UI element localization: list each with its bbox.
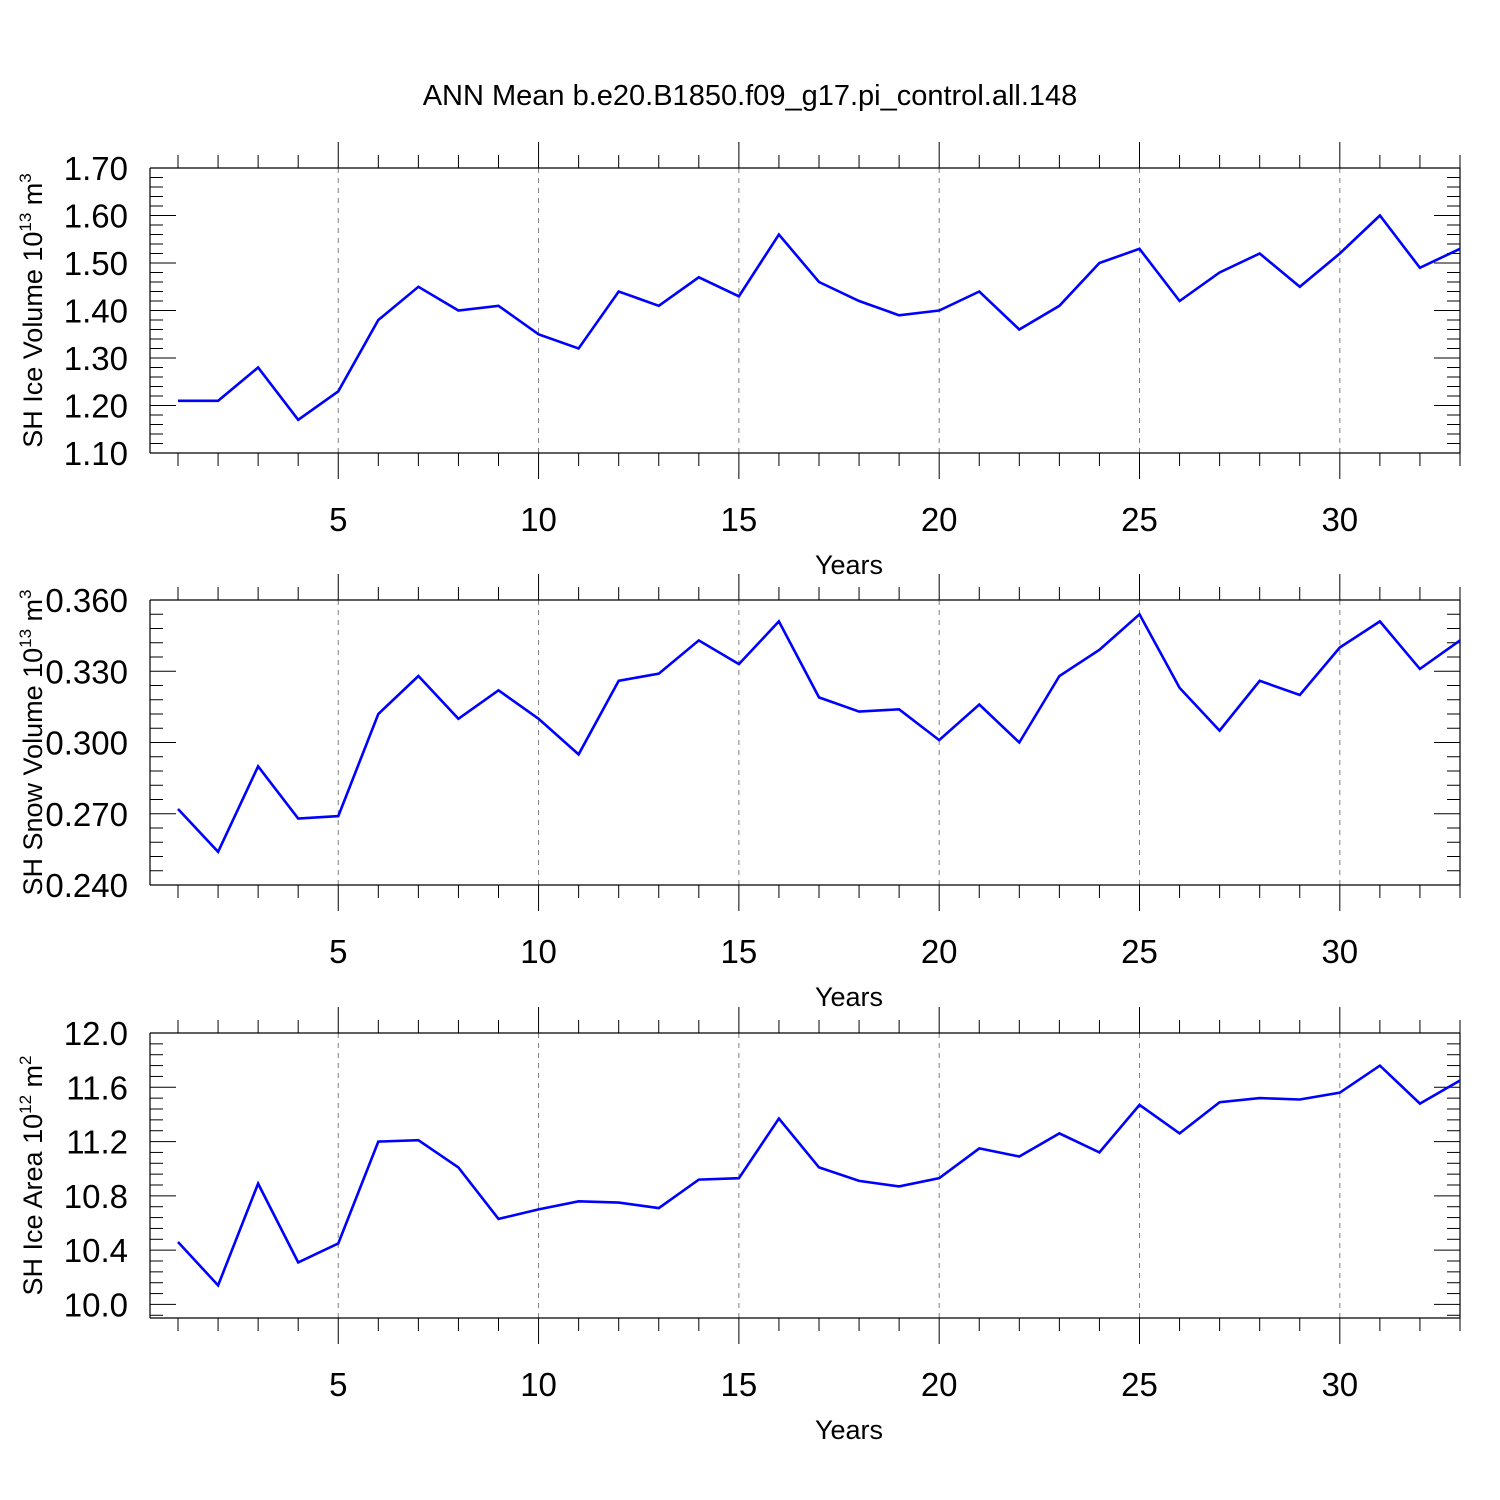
y-tick-label: 1.20 — [64, 388, 128, 425]
y-tick-label: 1.30 — [64, 340, 128, 377]
y-axis-title: SH Ice Area 1012 m2 — [16, 1056, 48, 1296]
x-tick-label: 5 — [329, 1366, 347, 1403]
y-tick-label: 1.70 — [64, 150, 128, 187]
x-tick-label: 30 — [1321, 501, 1358, 538]
y-axis-title: SH Ice Volume 1013 m3 — [16, 173, 48, 448]
series-line — [177, 612, 1461, 855]
y-tick-label: 10.4 — [64, 1232, 128, 1269]
x-tick-label: 30 — [1321, 933, 1358, 970]
x-tick-label: 20 — [921, 501, 958, 538]
series-line — [178, 213, 1461, 422]
x-tick-label: 15 — [721, 933, 758, 970]
x-tick-label: 30 — [1321, 1366, 1358, 1403]
y-tick-label: 1.60 — [64, 198, 128, 235]
x-tick-label: 25 — [1121, 501, 1158, 538]
y-tick-label: 1.40 — [64, 293, 128, 330]
y-tick-label: 1.10 — [64, 435, 128, 472]
y-tick-label: 11.6 — [66, 1069, 128, 1106]
x-tick-label: 25 — [1121, 933, 1158, 970]
chart-title: ANN Mean b.e20.B1850.f09_g17.pi_control.… — [423, 80, 1078, 112]
y-tick-label: 0.270 — [45, 796, 128, 833]
x-tick-label: 20 — [921, 1366, 958, 1403]
x-axis-title: Years — [815, 982, 883, 1012]
x-axis-title: Years — [815, 550, 883, 580]
y-tick-label: 0.330 — [45, 653, 128, 690]
x-tick-label: 25 — [1121, 1366, 1158, 1403]
x-tick-label: 10 — [520, 933, 557, 970]
chart-panel-1: 5 10 15 20 25 30 1.10 1.20 1.30 1.40 1.50 1.60 1.70 Y… — [16, 142, 1461, 580]
series-line — [177, 1063, 1461, 1288]
x-tick-label: 10 — [520, 1366, 557, 1403]
x-tick-label: 5 — [329, 933, 347, 970]
y-axis-title: SH Snow Volume 1013 m3 — [16, 589, 48, 895]
y-tick-label: 0.360 — [45, 582, 128, 619]
chart-panel-2: 5 10 15 20 25 30 0.240 0.270 0.300 0.330 0.360 Year… — [16, 574, 1461, 1012]
x-tick-label: 10 — [520, 501, 557, 538]
chart-panel-3: 5 10 15 20 25 30 10.0 10.4 10.8 11.2 11.6 12.0 Years… — [16, 1007, 1461, 1445]
y-tick-label: 0.240 — [45, 867, 128, 904]
y-tick-label: 10.0 — [64, 1286, 128, 1323]
panels: 5 10 15 20 25 30 1.10 1.20 1.30 1.40 1.50 1.60 1.70 Y… — [16, 142, 1461, 1445]
y-tick-label: 1.50 — [64, 245, 128, 282]
y-tick-label: 11.2 — [66, 1124, 128, 1161]
x-tick-label: 5 — [329, 501, 347, 538]
x-tick-label: 15 — [721, 1366, 758, 1403]
y-tick-label: 0.300 — [45, 725, 128, 762]
x-tick-label: 20 — [921, 933, 958, 970]
x-axis-title: Years — [815, 1415, 883, 1445]
y-tick-label: 10.8 — [64, 1178, 128, 1215]
x-tick-label: 15 — [721, 501, 758, 538]
y-tick-label: 12.0 — [64, 1015, 128, 1052]
